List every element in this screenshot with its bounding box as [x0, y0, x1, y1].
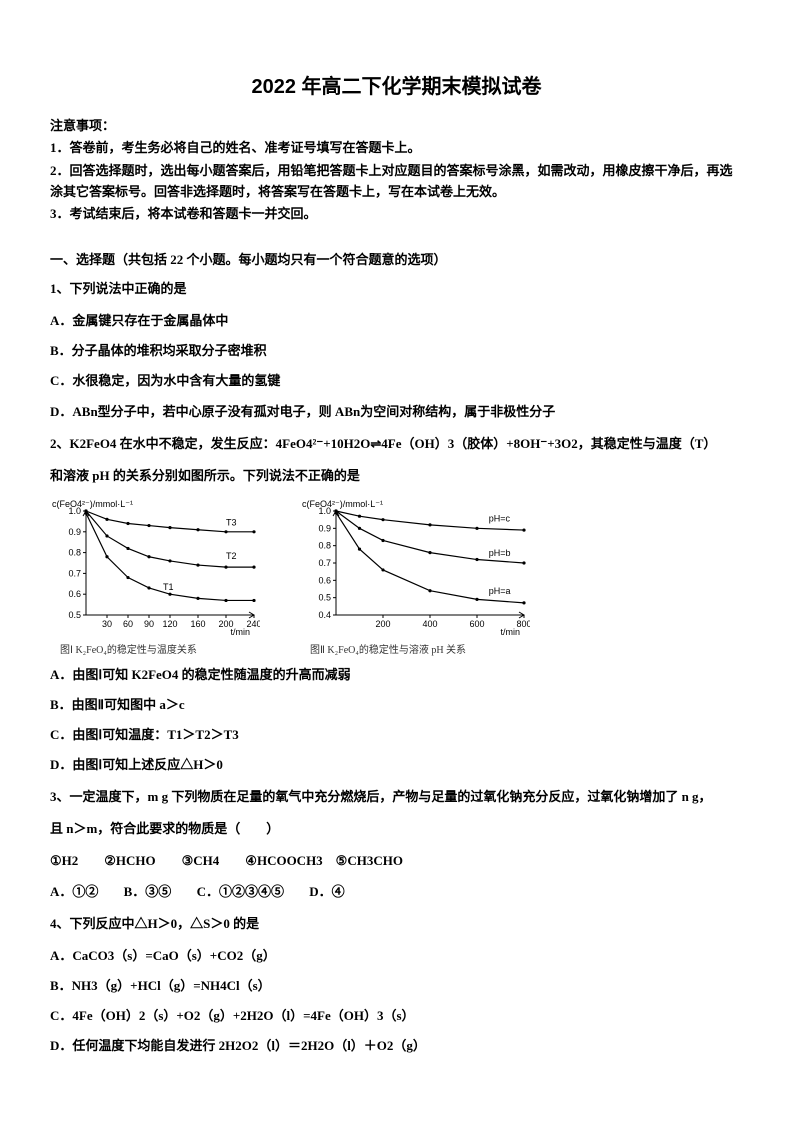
- q2-option-b: B．由图Ⅱ可知图中 a＞c: [50, 694, 743, 716]
- q4-stem: 4、下列反应中△H＞0，△S＞0 的是: [50, 913, 743, 935]
- svg-text:pH=c: pH=c: [489, 513, 511, 523]
- q1-option-b: B．分子晶体的堆积均采取分子密堆积: [50, 340, 743, 362]
- chart-left-caption: 图Ⅰ K₂FeO₄的稳定性与温度关系: [60, 641, 197, 656]
- q2-stem-line2: 和溶液 pH 的关系分别如图所示。下列说法不正确的是: [50, 465, 743, 487]
- q3-stem-line2: 且 n＞m，符合此要求的物质是（ ）: [50, 818, 743, 840]
- instruction-line: 2．回答选择题时，选出每小题答案后，用铅笔把答题卡上对应题目的答案标号涂黑，如需…: [50, 161, 743, 203]
- svg-text:0.9: 0.9: [68, 527, 81, 537]
- q1-option-c: C．水很稳定，因为水中含有大量的氢键: [50, 370, 743, 392]
- q2-option-d: D．由图Ⅰ可知上述反应△H＞0: [50, 754, 743, 776]
- svg-text:0.5: 0.5: [318, 593, 331, 603]
- instruction-line: 1．答卷前，考生务必将自己的姓名、准考证号填写在答题卡上。: [50, 138, 743, 159]
- q1-stem: 1、下列说法中正确的是: [50, 278, 743, 300]
- svg-text:400: 400: [422, 619, 437, 629]
- svg-text:120: 120: [162, 619, 177, 629]
- svg-text:200: 200: [375, 619, 390, 629]
- q4-option-c: C．4Fe（OH）2（s）+O2（g）+2H2O（l）=4Fe（OH）3（s）: [50, 1005, 743, 1027]
- svg-text:0.8: 0.8: [68, 547, 81, 557]
- q4-option-d: D．任何温度下均能自发进行 2H2O2（l）＝2H2O（l）＋O2（g）: [50, 1035, 743, 1057]
- q2-stem-line1: 2、K2FeO4 在水中不稳定，发生反应：4FeO4²⁻+10H2O⇌4Fe（O…: [50, 433, 743, 455]
- svg-text:0.6: 0.6: [318, 575, 331, 585]
- q3-stem-line1: 3、一定温度下，m g 下列物质在足量的氧气中充分燃烧后，产物与足量的过氧化钠充…: [50, 786, 743, 808]
- instructions-heading: 注意事项：: [50, 115, 743, 134]
- svg-text:0.5: 0.5: [68, 610, 81, 620]
- q2-option-a: A．由图Ⅰ可知 K2FeO4 的稳定性随温度的升高而减弱: [50, 664, 743, 686]
- svg-text:60: 60: [123, 619, 133, 629]
- chart-left-block: c(FeO4²⁻)/mmol·L⁻¹ 0.5 0.6 0.7 0.8 0.9 1.0 30 60…: [50, 497, 260, 656]
- svg-text:t/min: t/min: [230, 627, 250, 637]
- svg-text:0.7: 0.7: [68, 568, 81, 578]
- svg-text:0.6: 0.6: [68, 589, 81, 599]
- svg-text:c(FeO4²⁻)/mmol·L⁻¹: c(FeO4²⁻)/mmol·L⁻¹: [52, 499, 133, 509]
- q1-option-d: D．ABn型分子中，若中心原子没有孤对电子，则 ABn为空间对称结构，属于非极性…: [50, 401, 743, 423]
- svg-text:T2: T2: [226, 551, 237, 561]
- q4-option-a: A．CaCO3（s）=CaO（s）+CO2（g）: [50, 945, 743, 967]
- instruction-line: 3．考试结束后，将本试卷和答题卡一并交回。: [50, 204, 743, 225]
- svg-text:1.0: 1.0: [318, 506, 331, 516]
- q3-option-d: D．④: [309, 884, 344, 899]
- svg-text:pH=a: pH=a: [489, 586, 511, 596]
- svg-text:pH=b: pH=b: [489, 548, 511, 558]
- chart-right-caption: 图Ⅱ K₂FeO₄的稳定性与溶液 pH 关系: [310, 641, 466, 656]
- page-title: 2022 年高二下化学期末模拟试卷: [50, 70, 743, 99]
- svg-text:c(FeO4²⁻)/mmol·L⁻¹: c(FeO4²⁻)/mmol·L⁻¹: [302, 499, 383, 509]
- svg-text:160: 160: [190, 619, 205, 629]
- svg-text:90: 90: [144, 619, 154, 629]
- q3-option-b: B．③⑤: [124, 884, 172, 899]
- svg-text:0.8: 0.8: [318, 541, 331, 551]
- svg-text:0.4: 0.4: [318, 610, 331, 620]
- q2-option-c: C．由图Ⅰ可知温度：T1＞T2＞T3: [50, 724, 743, 746]
- exam-page: 2022 年高二下化学期末模拟试卷 注意事项： 1．答卷前，考生务必将自己的姓名…: [0, 0, 793, 1115]
- svg-text:1.0: 1.0: [68, 506, 81, 516]
- q3-choices-line: ①H2 ②HCHO ③CH4 ④HCOOCH3 ⑤CH3CHO: [50, 850, 743, 872]
- svg-text:30: 30: [102, 619, 112, 629]
- q3-option-a: A．①②: [50, 884, 98, 899]
- svg-text:600: 600: [469, 619, 484, 629]
- svg-text:0.9: 0.9: [318, 523, 331, 533]
- section-heading: 一、选择题（共包括 22 个小题。每小题均只有一个符合题意的选项）: [50, 249, 743, 268]
- svg-text:t/min: t/min: [500, 627, 520, 637]
- q3-option-c: C．①②③④⑤: [197, 884, 284, 899]
- chart-right-block: c(FeO4²⁻)/mmol·L⁻¹ 0.4 0.5 0.6 0.7 0.8 0.9 1.0 2…: [300, 497, 530, 656]
- svg-text:T1: T1: [163, 582, 174, 592]
- q1-option-a: A．金属键只存在于金属晶体中: [50, 310, 743, 332]
- svg-text:T3: T3: [226, 517, 237, 527]
- q4-option-b: B．NH3（g）+HCl（g）=NH4Cl（s）: [50, 975, 743, 997]
- charts-row: c(FeO4²⁻)/mmol·L⁻¹ 0.5 0.6 0.7 0.8 0.9 1.0 30 60…: [50, 497, 743, 656]
- chart-left: c(FeO4²⁻)/mmol·L⁻¹ 0.5 0.6 0.7 0.8 0.9 1.0 30 60…: [50, 497, 260, 637]
- svg-text:0.7: 0.7: [318, 558, 331, 568]
- q3-options-row: A．①② B．③⑤ C．①②③④⑤ D．④: [50, 881, 743, 903]
- chart-right: c(FeO4²⁻)/mmol·L⁻¹ 0.4 0.5 0.6 0.7 0.8 0.9 1.0 2…: [300, 497, 530, 637]
